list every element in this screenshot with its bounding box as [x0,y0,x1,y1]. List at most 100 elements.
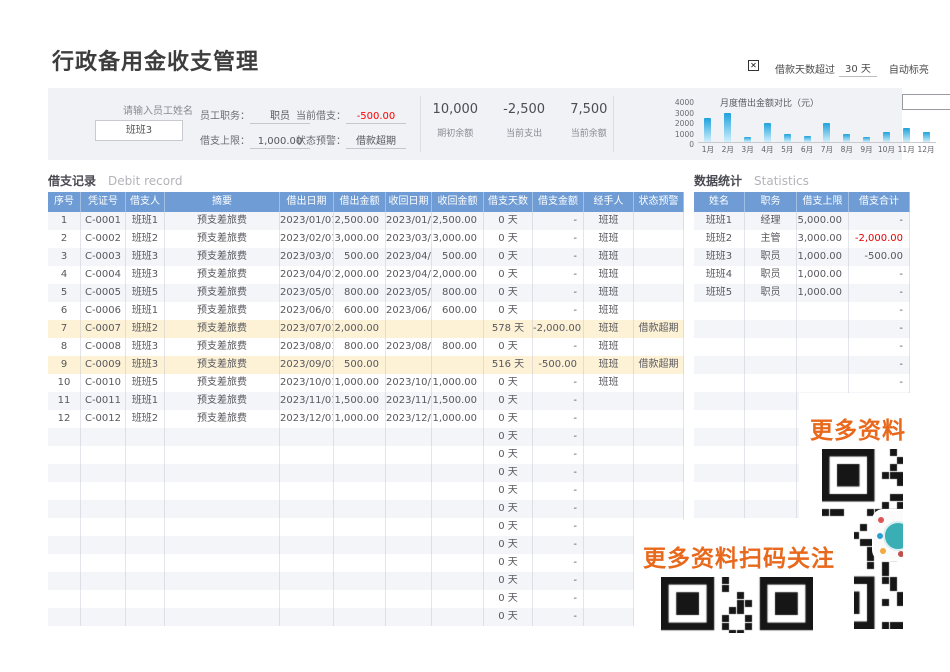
table-cell[interactable] [81,572,126,590]
table-cell[interactable] [432,500,484,518]
table-cell[interactable]: 0 天 [484,590,533,608]
table-cell[interactable] [386,428,432,446]
table-cell[interactable] [634,212,684,230]
table-cell[interactable] [165,464,280,482]
table-cell[interactable]: 2,000.00 [432,266,484,284]
table-cell[interactable]: - [533,284,584,302]
table-row[interactable]: 12 C-0012 班班2 预支差旅费 2023/12/01 1,000.00 2023/1… [48,410,684,428]
table-cell[interactable]: 班班1 [126,302,165,320]
table-cell[interactable] [584,518,634,536]
table-cell[interactable]: 6 [48,302,81,320]
table-row[interactable]: 0 天- [48,428,684,446]
table-row[interactable]: 4 C-0004 班班3 预支差旅费 2023/04/01 2,000.00 2023/04… [48,266,684,284]
table-cell[interactable] [334,536,386,554]
table-cell[interactable] [386,446,432,464]
table-cell[interactable] [126,446,165,464]
table-cell[interactable] [165,608,280,626]
table-cell[interactable] [584,410,634,428]
table-cell[interactable] [634,338,684,356]
table-cell[interactable] [432,518,484,536]
table-cell[interactable]: 2023/01/01 [280,212,334,230]
table-cell[interactable]: 预支差旅费 [165,302,280,320]
table-cell[interactable]: 0 天 [484,482,533,500]
table-cell[interactable] [634,374,684,392]
table-cell[interactable] [48,500,81,518]
table-cell[interactable]: 预支差旅费 [165,230,280,248]
table-cell[interactable] [48,572,81,590]
table-cell[interactable]: 2023/04/01 [280,266,334,284]
table-cell[interactable] [584,536,634,554]
table-cell[interactable] [584,446,634,464]
table-cell[interactable]: - [533,374,584,392]
table-cell[interactable] [432,446,484,464]
table-cell[interactable] [386,320,432,338]
table-cell[interactable] [81,500,126,518]
table-cell[interactable]: 600.00 [432,302,484,320]
table-cell[interactable]: 2023/08/01 [280,338,334,356]
table-cell[interactable]: 班班5 [126,374,165,392]
table-cell[interactable] [334,482,386,500]
table-cell[interactable] [165,446,280,464]
table-cell[interactable]: 5,000.00 [797,212,849,230]
table-cell[interactable]: C-0010 [81,374,126,392]
table-cell[interactable]: 500.00 [432,248,484,266]
table-cell[interactable]: 0 天 [484,248,533,266]
table-cell[interactable] [48,482,81,500]
table-cell[interactable]: 2023/04/05 [386,266,432,284]
table-cell[interactable]: 1,000.00 [797,266,849,284]
table-cell[interactable]: 0 天 [484,446,533,464]
table-cell[interactable]: -500.00 [533,356,584,374]
table-cell[interactable] [386,356,432,374]
table-cell[interactable]: 班班1 [126,392,165,410]
table-cell[interactable] [694,446,745,464]
table-cell[interactable]: 0 天 [484,212,533,230]
table-row[interactable]: 班班3 职员 1,000.00 -500.00 [694,248,910,266]
table-cell[interactable]: 800.00 [334,338,386,356]
table-cell[interactable] [432,536,484,554]
table-cell[interactable]: C-0002 [81,230,126,248]
table-cell[interactable]: 2023/07/01 [280,320,334,338]
table-cell[interactable]: 班班3 [694,248,745,266]
table-cell[interactable]: 2,000.00 [334,320,386,338]
table-cell[interactable]: 2023/02/01 [280,230,334,248]
table-cell[interactable]: C-0003 [81,248,126,266]
table-cell[interactable]: 2023/05/01 [280,284,334,302]
table-cell[interactable] [48,590,81,608]
table-cell[interactable] [280,518,334,536]
table-cell[interactable] [126,500,165,518]
table-cell[interactable]: 0 天 [484,428,533,446]
table-cell[interactable] [165,500,280,518]
table-cell[interactable] [694,302,745,320]
table-cell[interactable] [634,284,684,302]
table-cell[interactable] [81,608,126,626]
table-cell[interactable] [745,464,797,482]
table-cell[interactable]: 班班1 [694,212,745,230]
table-cell[interactable] [745,374,797,392]
table-cell[interactable]: 1,000.00 [797,284,849,302]
table-cell[interactable]: 2,500.00 [432,212,484,230]
table-cell[interactable] [334,554,386,572]
table-cell[interactable]: 班班3 [126,248,165,266]
table-cell[interactable]: - [533,266,584,284]
table-cell[interactable]: 0 天 [484,536,533,554]
table-cell[interactable] [745,500,797,518]
table-cell[interactable]: 516 天 [484,356,533,374]
table-cell[interactable]: - [533,446,584,464]
table-cell[interactable]: 0 天 [484,374,533,392]
table-cell[interactable]: 经理 [745,212,797,230]
table-cell[interactable]: 班班4 [694,266,745,284]
table-cell[interactable]: 3 [48,248,81,266]
table-cell[interactable] [48,518,81,536]
table-cell[interactable] [432,572,484,590]
table-cell[interactable] [432,356,484,374]
table-cell[interactable]: 800.00 [432,338,484,356]
table-cell[interactable] [694,392,745,410]
table-row[interactable]: 0 天- [48,464,684,482]
table-cell[interactable] [126,590,165,608]
table-cell[interactable] [386,572,432,590]
table-cell[interactable]: 职员 [745,266,797,284]
table-cell[interactable] [334,428,386,446]
table-cell[interactable]: - [533,302,584,320]
table-cell[interactable]: 1,500.00 [432,392,484,410]
table-cell[interactable] [334,500,386,518]
